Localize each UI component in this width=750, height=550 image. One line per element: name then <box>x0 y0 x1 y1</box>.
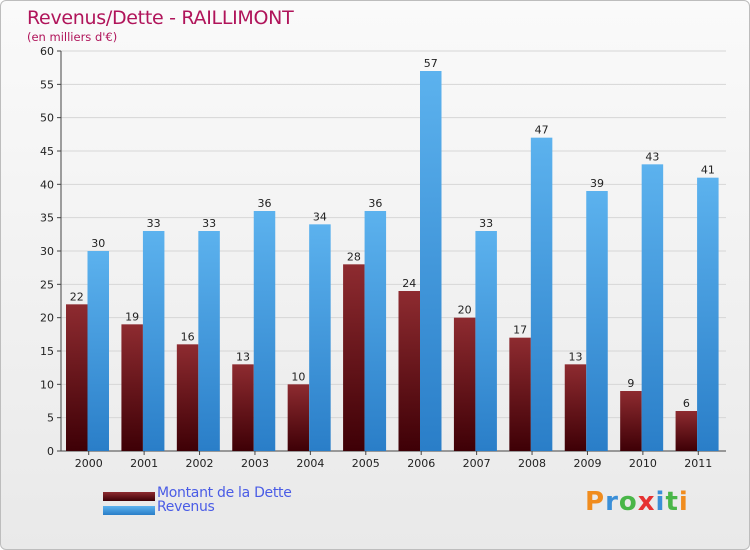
x-tick-label: 2009 <box>573 457 601 470</box>
data-label: 6 <box>683 397 690 410</box>
bar-revenus <box>586 191 608 451</box>
proxiti-logo: Proxiti <box>585 487 689 517</box>
data-label: 47 <box>535 124 549 137</box>
logo-letter: i <box>655 487 666 517</box>
y-tick-label: 15 <box>40 345 54 358</box>
legend-label-revenus: Revenus <box>157 499 215 515</box>
bar-dette <box>564 364 587 451</box>
bar-dette <box>121 324 143 451</box>
y-tick-label: 5 <box>47 412 54 425</box>
bar-dette <box>343 264 365 451</box>
logo-letter: x <box>637 487 656 517</box>
grid-lines <box>61 50 726 419</box>
data-label: 24 <box>402 277 416 290</box>
logo-letter: r <box>605 487 619 517</box>
bar-dette <box>453 317 476 451</box>
data-label: 20 <box>458 304 472 317</box>
logo-letter: o <box>618 487 638 517</box>
x-tick-label: 2004 <box>296 457 324 470</box>
data-label: 33 <box>479 217 493 230</box>
y-tick-label: 55 <box>40 78 54 91</box>
bar-revenus <box>530 137 553 451</box>
bar-dette <box>509 337 531 451</box>
legend-swatch-dette <box>103 492 155 501</box>
x-tick-label: 2003 <box>241 457 269 470</box>
bar-revenus <box>420 71 442 451</box>
chart-subtitle: (en milliers d'€) <box>27 30 118 44</box>
y-tick-label: 35 <box>40 212 54 225</box>
bar-dette <box>66 304 88 451</box>
data-label: 34 <box>313 210 327 223</box>
bar-revenus <box>364 211 387 451</box>
axes: 0 5 10 15 20 25 30 35 40 45 50 55 60 2000 2001 2002 2003… <box>40 45 726 470</box>
data-label: 33 <box>202 217 216 230</box>
bar-revenus <box>309 224 331 451</box>
x-tick-label: 2007 <box>463 457 491 470</box>
bar-revenus <box>641 164 664 452</box>
data-label: 43 <box>645 150 659 163</box>
y-tick-label: 45 <box>40 145 54 158</box>
bars <box>66 71 719 452</box>
bar-revenus <box>475 231 497 451</box>
legend-swatch-revenus <box>103 506 155 515</box>
x-tick-label: 2006 <box>407 457 435 470</box>
data-label: 36 <box>368 197 382 210</box>
bar-revenus <box>87 251 109 451</box>
data-labels: 22 30 19 33 16 33 13 36 10 34 28 36 24 57 20 33 17 47 13 39… <box>70 57 715 410</box>
y-tick-label: 50 <box>40 112 54 125</box>
data-label: 36 <box>258 197 272 210</box>
data-label: 16 <box>181 330 195 343</box>
y-tick-label: 25 <box>40 278 54 291</box>
bar-revenus <box>697 177 719 451</box>
x-tick-label: 2008 <box>518 457 546 470</box>
x-tick-label: 2011 <box>684 457 712 470</box>
data-label: 30 <box>91 237 105 250</box>
y-tick-label: 30 <box>40 245 54 258</box>
y-tick-label: 20 <box>40 312 54 325</box>
bar-dette <box>620 391 642 451</box>
y-tick-label: 40 <box>40 178 54 191</box>
logo-letter: t <box>665 487 679 517</box>
y-tick-label: 10 <box>40 378 54 391</box>
y-tick-label: 60 <box>40 45 54 58</box>
legend-label-dette: Montant de la Dette <box>157 485 292 501</box>
bar-dette <box>176 344 199 451</box>
x-tick-label: 2005 <box>352 457 380 470</box>
x-tick-label: 2002 <box>186 457 214 470</box>
bar-revenus <box>198 231 220 451</box>
data-label: 13 <box>569 350 583 363</box>
data-label: 22 <box>70 290 84 303</box>
chart-title: Revenus/Dette - RAILLIMONT <box>27 7 294 29</box>
data-label: 41 <box>701 164 715 177</box>
data-label: 33 <box>147 217 161 230</box>
data-label: 10 <box>291 370 305 383</box>
data-label: 17 <box>513 324 527 337</box>
data-label: 39 <box>590 177 604 190</box>
data-label: 28 <box>347 250 361 263</box>
y-tick-label: 0 <box>47 445 54 458</box>
bar-dette <box>232 364 254 451</box>
data-label: 13 <box>236 350 250 363</box>
bar-dette <box>675 411 698 451</box>
bar-dette <box>287 384 310 451</box>
bar-revenus <box>253 211 276 451</box>
x-tick-label: 2000 <box>75 457 103 470</box>
bar-revenus <box>142 231 165 451</box>
logo-letter: P <box>585 487 606 517</box>
x-tick-label: 2010 <box>629 457 657 470</box>
bar-dette <box>398 291 420 451</box>
data-label: 19 <box>125 310 139 323</box>
x-tick-label: 2001 <box>130 457 158 470</box>
logo-letter: i <box>678 487 689 517</box>
data-label: 9 <box>627 377 634 390</box>
data-label: 57 <box>424 57 438 70</box>
